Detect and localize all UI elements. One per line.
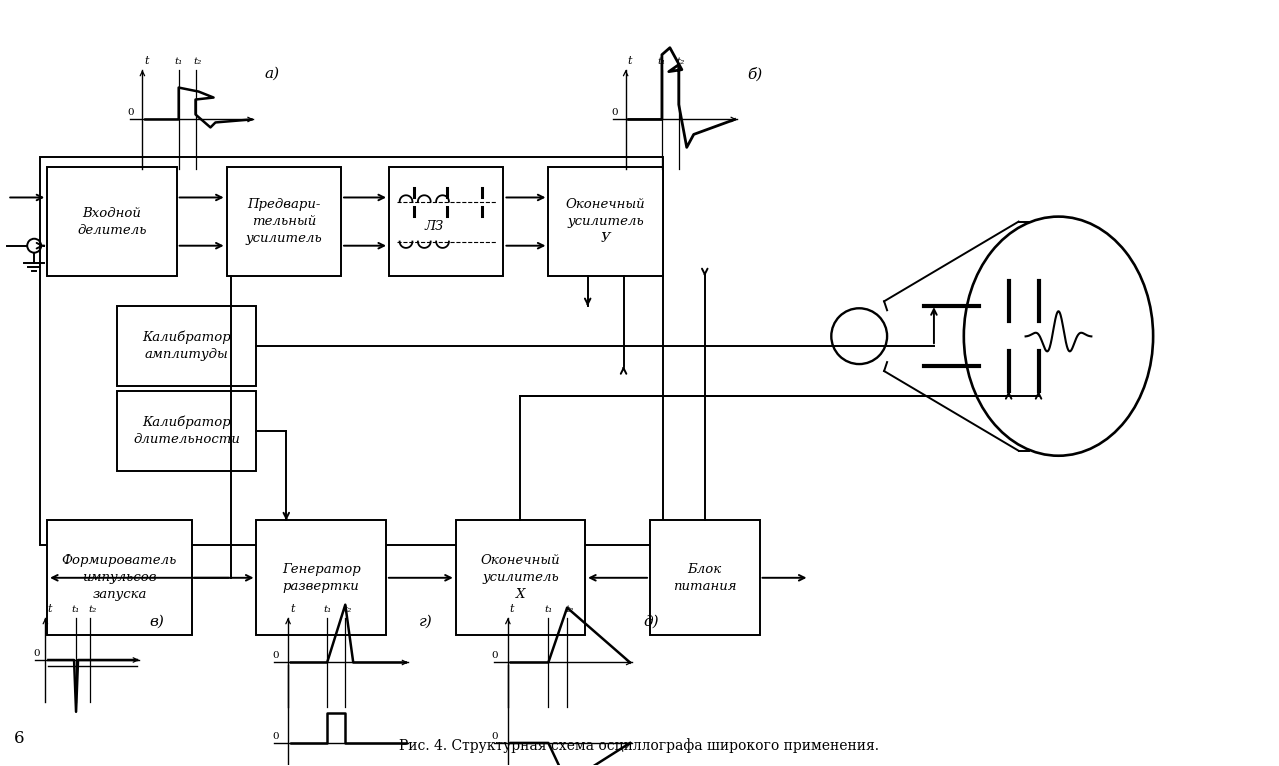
Text: 0: 0 <box>128 109 134 117</box>
Bar <box>226 167 341 277</box>
Text: 0: 0 <box>33 649 40 658</box>
Text: д): д) <box>643 615 659 629</box>
Bar <box>47 521 192 635</box>
Text: t₁: t₁ <box>174 57 183 66</box>
Text: Генератор
развертки: Генератор развертки <box>281 563 361 593</box>
Text: Калибратор
амплитуды: Калибратор амплитуды <box>142 331 231 362</box>
Text: Оконечный
усилитель
У: Оконечный усилитель У <box>565 198 646 245</box>
Text: 0: 0 <box>491 732 498 741</box>
Text: Блок
питания: Блок питания <box>673 563 737 593</box>
Text: t: t <box>290 604 294 614</box>
Bar <box>116 306 256 386</box>
Text: Калибратор
длительности: Калибратор длительности <box>133 416 240 446</box>
Text: t₂: t₂ <box>343 605 352 614</box>
Bar <box>47 167 177 277</box>
Bar <box>455 521 586 635</box>
Text: t₁: t₁ <box>324 605 331 614</box>
Text: Рис. 4. Структурная схема осциллографа широкого применения.: Рис. 4. Структурная схема осциллографа ш… <box>399 738 879 753</box>
Text: 0: 0 <box>611 109 618 117</box>
Text: t₂: t₂ <box>88 605 96 614</box>
Text: t: t <box>510 604 514 614</box>
Text: 0: 0 <box>491 652 498 660</box>
Text: Входной
делитель: Входной делитель <box>77 207 147 237</box>
Text: t₂: t₂ <box>193 57 202 66</box>
Text: в): в) <box>150 615 165 629</box>
Text: t: t <box>47 604 52 614</box>
Text: Оконечный
усилитель
X: Оконечный усилитель X <box>481 555 560 601</box>
Text: а): а) <box>265 67 280 81</box>
Text: Формирователь
импульсов
запуска: Формирователь импульсов запуска <box>61 555 177 601</box>
Bar <box>256 521 386 635</box>
Text: ЛЗ: ЛЗ <box>425 220 444 233</box>
Text: 0: 0 <box>272 652 279 660</box>
Bar <box>40 157 663 545</box>
Text: t: t <box>145 56 148 66</box>
Text: 6: 6 <box>14 730 24 747</box>
Text: t: t <box>628 56 632 66</box>
Text: t₁: t₁ <box>72 605 81 614</box>
Text: t₁: t₁ <box>544 605 553 614</box>
Text: t₁: t₁ <box>657 57 666 66</box>
Bar <box>650 521 760 635</box>
Text: 0: 0 <box>272 732 279 741</box>
Text: Предвари-
тельный
усилитель: Предвари- тельный усилитель <box>246 198 322 245</box>
Text: t₂: t₂ <box>677 57 684 66</box>
Bar <box>549 167 663 277</box>
Text: б): б) <box>748 67 762 81</box>
Bar <box>389 167 504 277</box>
Text: г): г) <box>418 615 432 629</box>
Text: t₂: t₂ <box>565 605 573 614</box>
Bar <box>116 391 256 470</box>
